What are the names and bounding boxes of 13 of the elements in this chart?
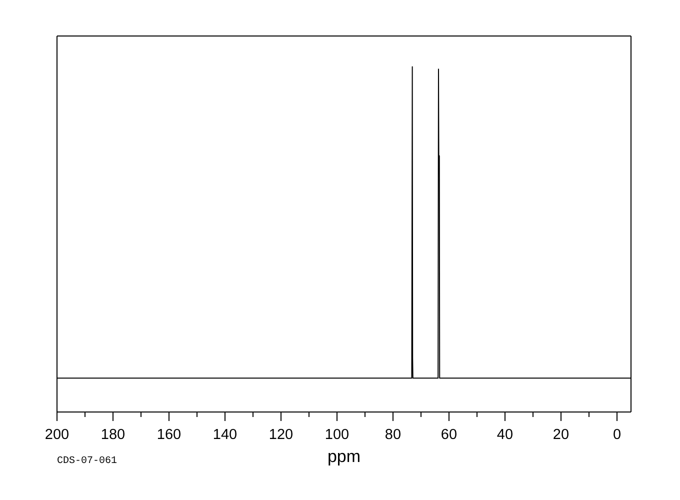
x-tick-label: 80	[384, 427, 402, 443]
x-tick-label: 0	[612, 427, 622, 443]
x-tick-label: 40	[496, 427, 514, 443]
x-tick-label: 200	[44, 427, 70, 443]
x-tick-label: 60	[440, 427, 458, 443]
x-tick-label: 160	[156, 427, 182, 443]
text: CDS-07-061	[57, 456, 118, 467]
x-tick-label: 120	[268, 427, 294, 443]
x-axis-title: ppm	[327, 447, 361, 466]
x-tick-label: 20	[552, 427, 570, 443]
x-tick-label: 100	[324, 427, 350, 443]
x-tick-label: 180	[100, 427, 126, 443]
x-tick-label: 140	[212, 427, 238, 443]
